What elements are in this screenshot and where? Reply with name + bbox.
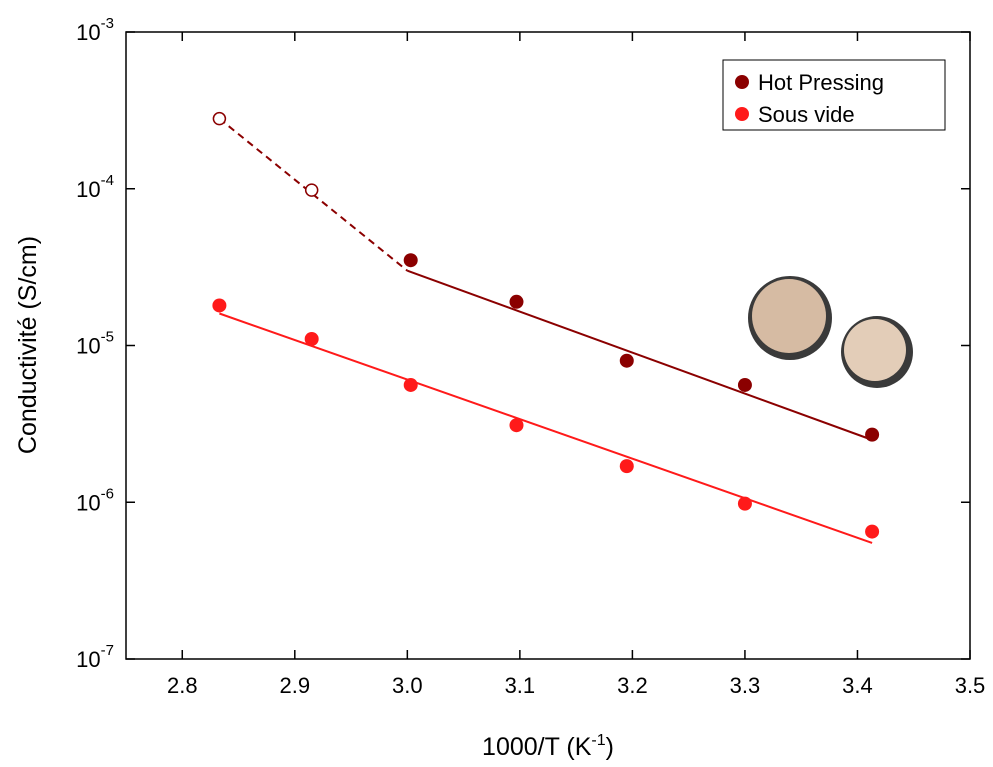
x-tick-label: 3.4 — [842, 673, 873, 698]
legend-label: Sous vide — [758, 102, 855, 127]
x-tick-label: 3.0 — [392, 673, 423, 698]
x-label-text: 1000/T (K — [482, 733, 592, 761]
y-tick-exponent: -6 — [101, 485, 114, 502]
y-tick-label: 10-3 — [76, 15, 114, 45]
x-label-superscript: -1 — [591, 732, 605, 749]
y-tick-exponent: -7 — [101, 642, 114, 659]
y-tick-exponent: -5 — [101, 329, 114, 346]
legend-marker — [735, 107, 749, 121]
data-point — [865, 427, 880, 442]
legend-label: Hot Pressing — [758, 70, 884, 95]
data-point — [509, 418, 524, 433]
x-tick-label: 3.3 — [730, 673, 761, 698]
y-tick-base: 10 — [76, 20, 100, 45]
legend-box — [722, 59, 946, 131]
y-tick-label: 10-4 — [76, 172, 114, 202]
legend-marker — [735, 75, 749, 89]
y-tick-label: 10-5 — [76, 329, 114, 359]
x-tick-label: 3.1 — [505, 673, 536, 698]
data-point — [737, 496, 752, 511]
data-point — [212, 298, 227, 313]
y-tick-base: 10 — [76, 177, 100, 202]
fit-line — [219, 312, 873, 544]
y-tick-base: 10 — [76, 334, 100, 359]
x-axis-label: 1000/T (K-1) — [482, 732, 614, 761]
data-point — [403, 253, 418, 268]
y-tick-label: 10-6 — [76, 485, 114, 515]
data-point — [619, 353, 634, 368]
y-tick-exponent: -4 — [101, 172, 114, 189]
x-tick-label: 2.8 — [167, 673, 198, 698]
x-label-suffix: ) — [606, 733, 614, 761]
y-tick-label: 10-7 — [76, 642, 114, 672]
pellet — [752, 279, 826, 353]
y-tick-base: 10 — [76, 647, 100, 672]
x-tick-label: 3.5 — [955, 673, 986, 698]
x-tick-label: 2.9 — [280, 673, 311, 698]
x-tick-label: 3.2 — [617, 673, 648, 698]
data-point — [619, 459, 634, 474]
fit-line — [406, 269, 873, 441]
pellet-photos — [748, 276, 913, 388]
data-point — [304, 183, 319, 197]
data-point — [403, 377, 418, 392]
data-point — [737, 377, 752, 392]
y-axis-label: Conductivité (S/cm) — [14, 236, 42, 454]
data-point — [865, 524, 880, 539]
y-tick-base: 10 — [76, 490, 100, 515]
y-tick-exponent: -3 — [101, 15, 114, 32]
data-point — [212, 111, 227, 126]
data-point — [509, 294, 524, 309]
data-point — [304, 332, 319, 347]
pellet — [844, 319, 906, 381]
